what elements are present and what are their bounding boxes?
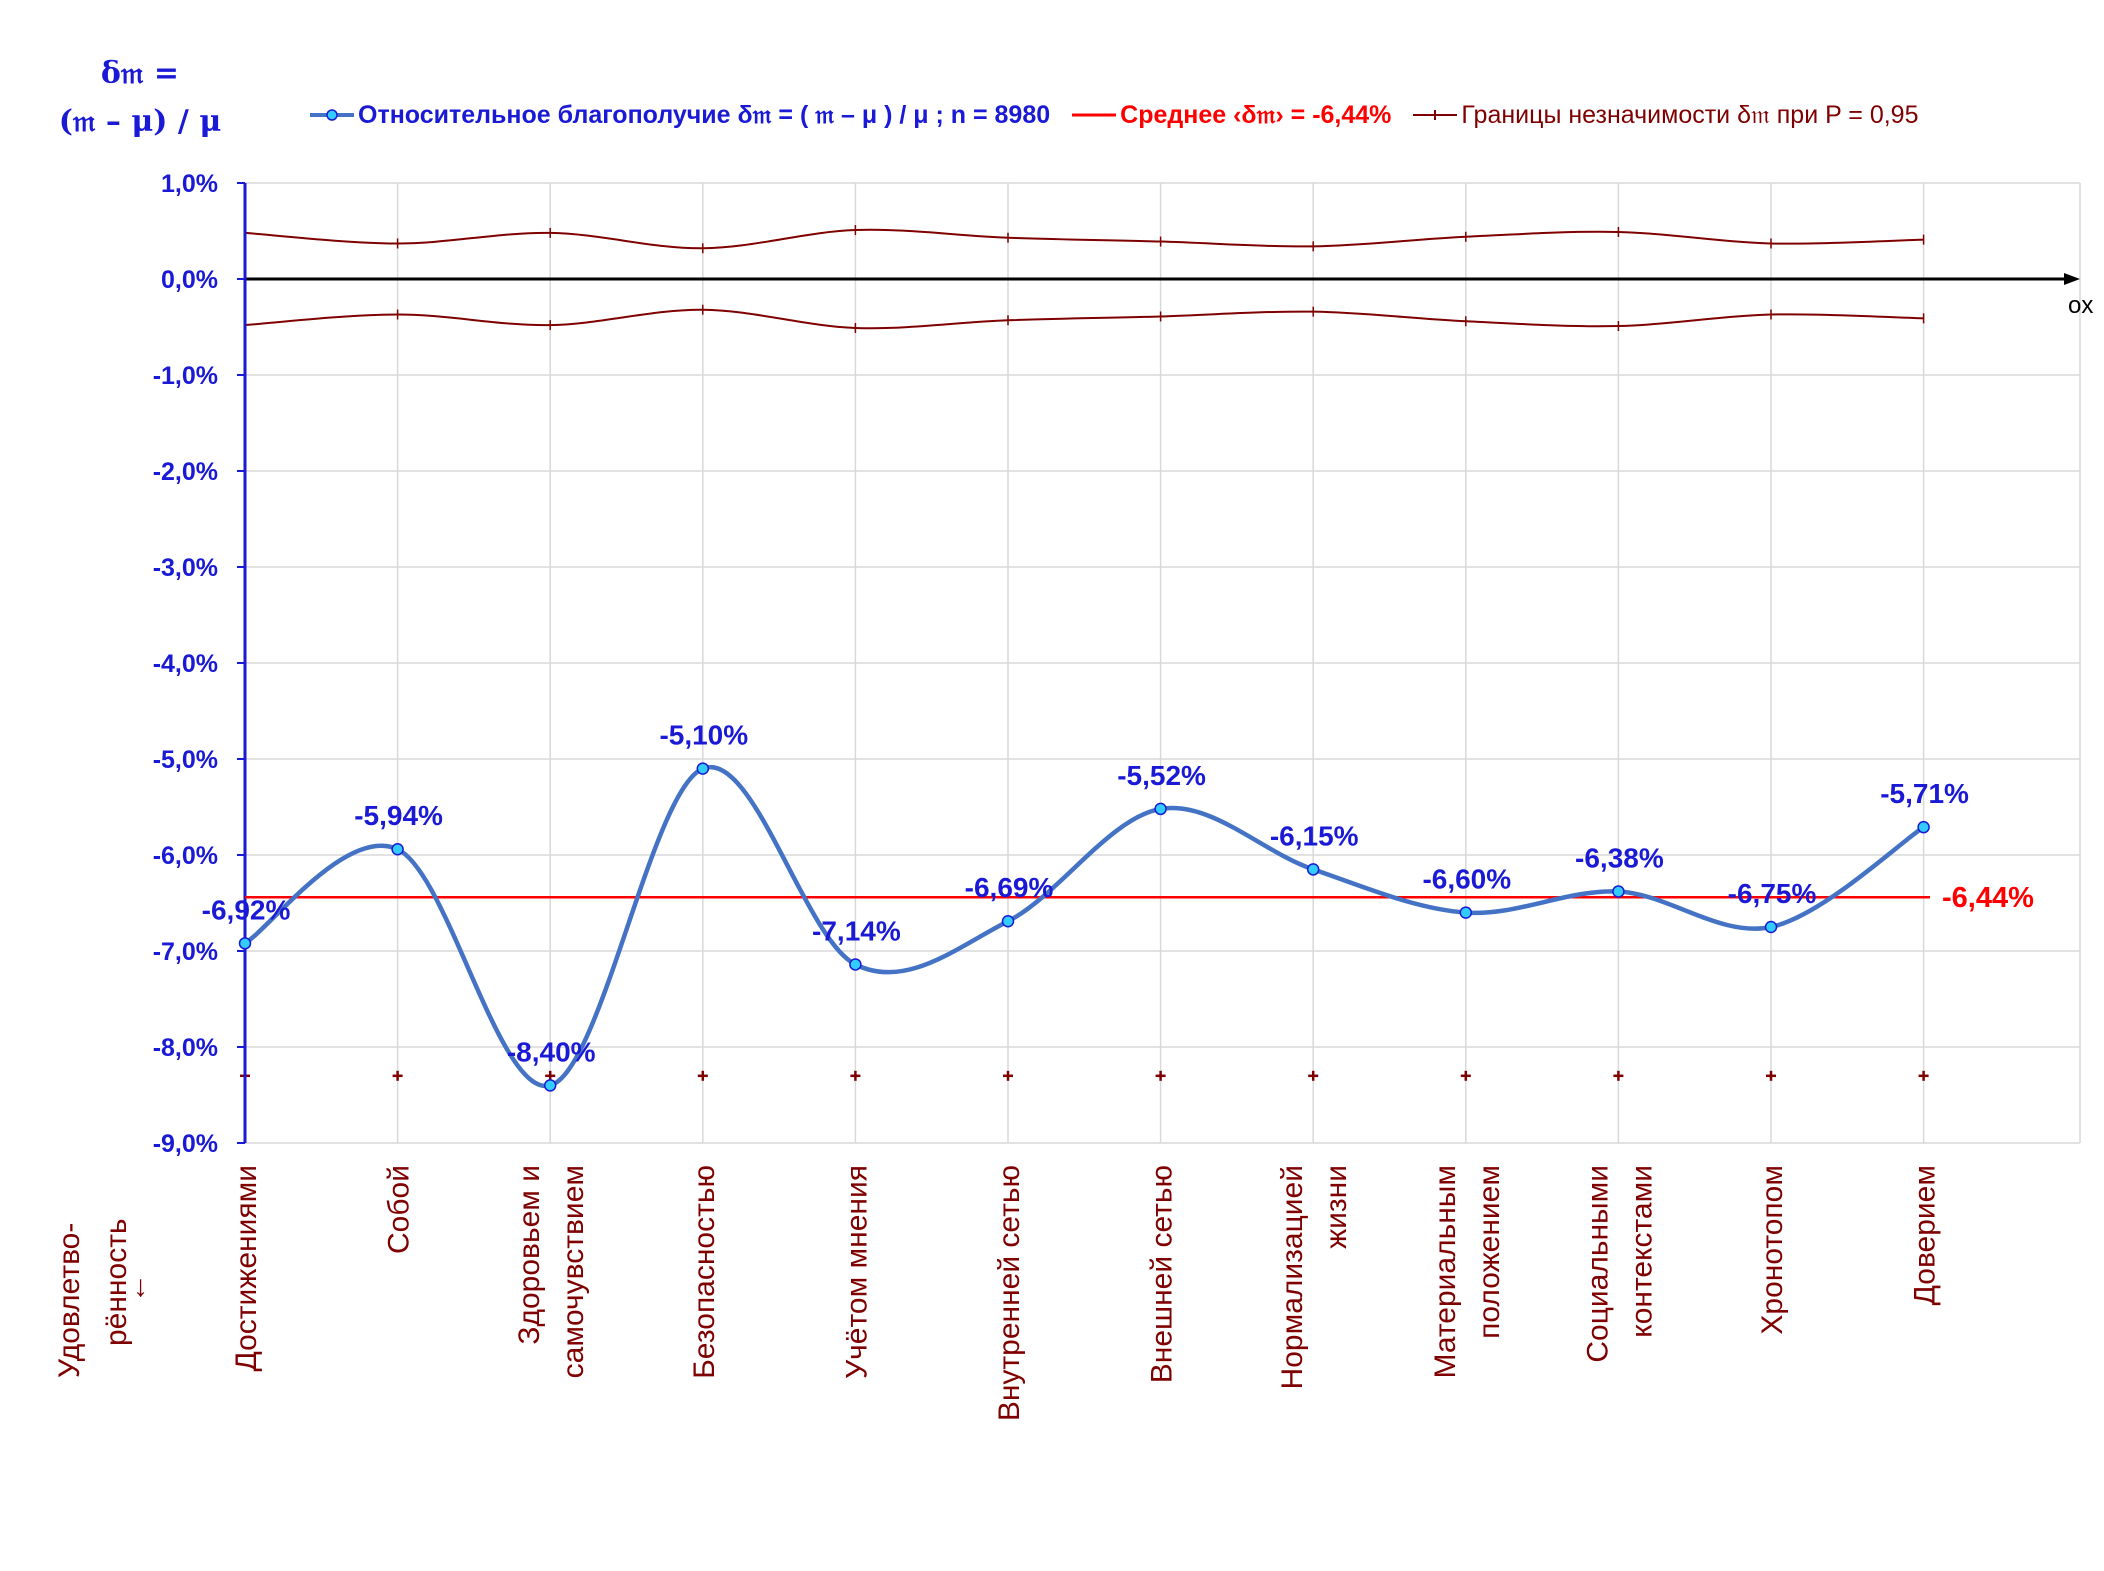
data-label: -5,94%	[354, 800, 443, 831]
data-point	[696, 762, 710, 775]
y-tick-label: 0,0%	[161, 266, 218, 294]
category-label: Безопасностью	[688, 1165, 721, 1379]
mean-value-label: -6,44%	[1942, 882, 2034, 914]
category-label: Материальным положением	[1429, 1165, 1506, 1378]
axes: ox	[237, 182, 2093, 1144]
category-label-line: Учётом мнения	[840, 1165, 873, 1379]
data-point	[1001, 914, 1015, 928]
data-point	[849, 958, 862, 971]
category-label-line: Доверием	[1909, 1165, 1942, 1305]
category-label-line: Нормализацией	[1276, 1165, 1309, 1389]
legend-bounds-label: Границы незначимости δ𝔪 при P = 0,95	[1461, 100, 1919, 129]
category-label-line: Внешней сетью	[1146, 1165, 1179, 1383]
category-label-line: Социальными	[1581, 1165, 1614, 1363]
data-point	[238, 937, 252, 950]
data-point	[543, 1079, 557, 1092]
x-axis-label: ox	[2068, 292, 2093, 319]
category-label: Социальными контекстами	[1581, 1165, 1658, 1363]
category-labels: Достижениями Собой Здоровьем и самочувствие…	[230, 1165, 1942, 1421]
data-point	[1764, 920, 1778, 934]
lower-bound-line	[244, 308, 1924, 330]
y-tick-label: -8,0%	[153, 1034, 218, 1062]
legend-item-main: Относительное благополучие δ𝔪 = ( 𝔪 – μ …	[310, 101, 1050, 130]
category-label-line: Хронотопом	[1756, 1165, 1789, 1335]
category-label-line: самочувствием	[557, 1165, 590, 1378]
upper-bound-line	[244, 228, 1924, 250]
data-point	[1459, 906, 1473, 919]
category-label-line: Материальным	[1429, 1165, 1462, 1378]
category-label: Хронотопом	[1756, 1165, 1789, 1335]
horizontal-gridlines	[245, 182, 2080, 1144]
data-label: -6,60%	[1422, 864, 1511, 895]
legend-bounds-swatch	[1413, 110, 1458, 120]
category-label: Доверием	[1909, 1165, 1942, 1305]
category-label: Нормализацией жизни	[1276, 1165, 1353, 1389]
data-label: -6,75%	[1728, 878, 1817, 909]
row-title-arrow: ↓	[133, 1270, 148, 1303]
y-tick-label: -1,0%	[153, 362, 218, 390]
category-label: Внутренней сетью	[993, 1165, 1026, 1421]
data-label: -6,15%	[1270, 820, 1359, 851]
legend-item-bounds: Границы незначимости δ𝔪 при P = 0,95	[1413, 101, 1918, 130]
legend-main-swatch	[310, 109, 354, 121]
category-label: Учётом мнения	[840, 1165, 873, 1379]
y-tick-label: -9,0%	[153, 1130, 218, 1158]
legend: Относительное благополучие δ𝔪 = ( 𝔪 – μ …	[310, 95, 1940, 135]
data-label: -6,38%	[1575, 842, 1664, 873]
data-label: -5,10%	[659, 720, 748, 751]
legend-mean-swatch	[1072, 113, 1117, 117]
legend-mean-label: Среднее ‹δ𝔪› = -6,44%	[1120, 100, 1392, 129]
data-label: -6,92%	[202, 894, 291, 925]
legend-item-mean: Среднее ‹δ𝔪› = -6,44%	[1072, 101, 1391, 130]
marker-row	[240, 1070, 1929, 1081]
data-point	[1917, 820, 1930, 834]
category-label-line: положением	[1473, 1165, 1506, 1339]
data-labels: -6,92% -5,94% -8,40% -5,10% -7,14% -6,69% -5,5…	[202, 720, 1969, 1068]
data-point	[1612, 885, 1625, 898]
y-tick-label: -3,0%	[153, 554, 218, 582]
data-point	[1154, 802, 1167, 816]
category-label-line: Здоровьем и	[513, 1165, 546, 1345]
y-tick-labels: 1,0% 0,0% -1,0% -2,0% -3,0% -4,0% -5,0% -6,0% -7…	[153, 170, 218, 1158]
x-axis-arrow	[2064, 273, 2080, 285]
category-label-line: Достижениями	[230, 1165, 263, 1372]
y-tick-label: -7,0%	[153, 938, 218, 966]
data-label: -5,71%	[1880, 778, 1969, 809]
data-point	[391, 842, 404, 856]
data-label: -7,14%	[812, 915, 901, 946]
category-label-line: Внутренней сетью	[993, 1165, 1026, 1421]
data-point	[1306, 863, 1320, 876]
main-series	[238, 762, 1930, 1092]
category-label: Здоровьем и самочувствием	[513, 1165, 590, 1378]
category-label-line: Собой	[383, 1165, 416, 1254]
y-tick-label: -5,0%	[153, 746, 218, 774]
y-tick-label: -4,0%	[153, 650, 218, 678]
category-label-line: жизни	[1320, 1165, 1353, 1249]
category-label: Внешней сетью	[1146, 1165, 1179, 1383]
y-tick-label: 1,0%	[161, 170, 218, 198]
legend-main-label: Относительное благополучие δ𝔪 = ( 𝔪 – μ …	[358, 100, 1051, 129]
category-label-line: Безопасностью	[688, 1165, 721, 1379]
y-tick-label: -6,0%	[153, 842, 218, 870]
category-label-line: контекстами	[1625, 1165, 1658, 1338]
y-axis-title-line2: (𝔪 – μ) / μ	[58, 104, 222, 139]
category-label: Собой	[383, 1165, 416, 1254]
y-tick-label: -2,0%	[153, 458, 218, 486]
data-label: -5,52%	[1117, 760, 1206, 791]
data-label: -8,40%	[507, 1036, 596, 1067]
series-line	[243, 764, 1925, 1088]
y-axis-title: δ𝔪 = (𝔪 – μ) / μ	[40, 50, 240, 146]
y-axis-title-line1: δ𝔪 =	[100, 56, 180, 91]
category-label: Достижениями	[230, 1165, 263, 1372]
data-label: -6,69%	[965, 872, 1054, 903]
